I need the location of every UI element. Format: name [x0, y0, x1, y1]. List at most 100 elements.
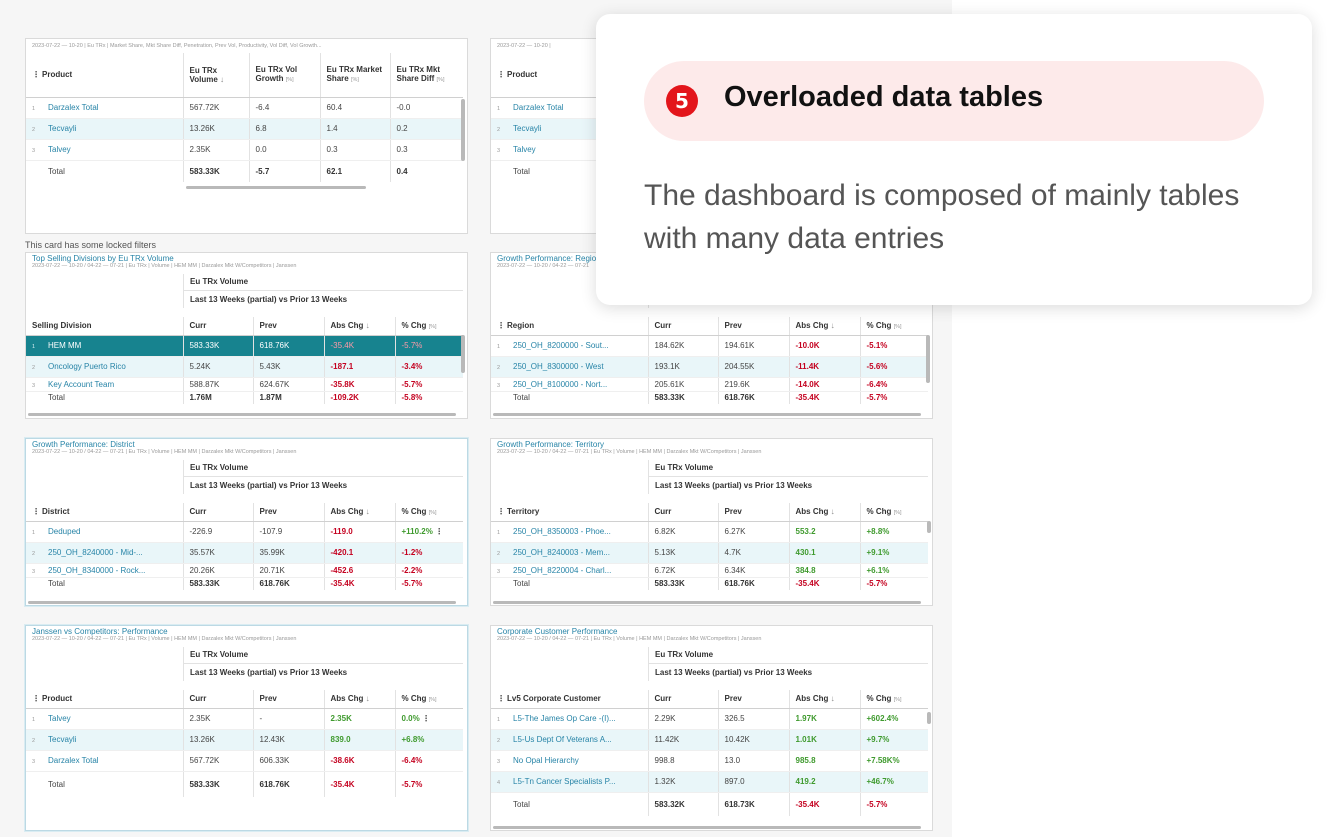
table-row[interactable]: 3 250_OH_8100000 - Nort... 205.61K 219.6K -1… [491, 377, 928, 392]
card-title[interactable]: Corporate Customer Performance [497, 627, 618, 636]
callout-number-badge: 5 [666, 85, 698, 117]
table-row-selected[interactable]: 1 HEM MM 583.33K 618.76K -35.4K -5.7% [26, 335, 463, 357]
col-header-dimension[interactable]: ⋮ District [26, 503, 183, 522]
sort-desc-icon[interactable]: ↓ [365, 321, 370, 331]
col-header-prev[interactable]: Prev [252, 317, 324, 336]
table-row[interactable]: 4 L5-Tn Cancer Specialists P... 1.32K 897.0… [491, 771, 928, 793]
card-meta: 2023-07-22 — 10-20 / 04-22 — 07-21 | Eu … [32, 636, 297, 642]
vertical-scrollbar[interactable] [927, 712, 931, 724]
sort-desc-icon[interactable]: ↓ [220, 74, 225, 84]
horizontal-scrollbar[interactable] [493, 601, 921, 604]
column-menu-icon[interactable]: ⋮ [497, 507, 505, 517]
col-header-pct-chg[interactable]: % Chg [%] [394, 503, 463, 522]
table-row[interactable]: 2 250_OH_8240003 - Mem... 5.13K 4.7K 430.1 +9… [491, 542, 928, 564]
col-header-vol-growth[interactable]: Eu TRx Vol Growth [%] [248, 53, 320, 98]
vertical-scrollbar[interactable] [461, 335, 465, 373]
total-row: Total 583.33K 618.76K -35.4K -5.7% [26, 771, 463, 797]
table-row[interactable]: 1 250_OH_8200000 - Sout... 184.62K 194.61K -… [491, 335, 928, 357]
table-row[interactable]: 2 250_OH_8300000 - West 193.1K 204.55K -11.4… [491, 356, 928, 378]
col-header-abs-chg[interactable]: Abs Chg ↓ [323, 503, 395, 522]
row-menu-icon[interactable]: ⋮ [421, 714, 430, 723]
col-header-curr[interactable]: Curr [647, 690, 718, 709]
column-menu-icon[interactable]: ⋮ [497, 321, 505, 331]
col-header-prev[interactable]: Prev [717, 317, 789, 336]
callout-header-pill: 5 Overloaded data tables [644, 61, 1264, 141]
table-row[interactable]: 3 250_OH_8220004 - Charl... 6.72K 6.34K 384.… [491, 563, 928, 578]
col-header-dimension[interactable]: Selling Division [26, 317, 183, 336]
column-menu-icon[interactable]: ⋮ [497, 693, 505, 703]
col-header-prev[interactable]: Prev [252, 690, 324, 709]
table-row[interactable]: 1 L5-The James Op Care -(I)... 2.29K 326.5 1… [491, 708, 928, 730]
col-header-abs-chg[interactable]: Abs Chg ↓ [323, 317, 395, 336]
vertical-scrollbar[interactable] [461, 99, 465, 161]
horizontal-scrollbar[interactable] [493, 826, 921, 829]
col-header-dimension[interactable]: ⋮ Product [26, 690, 183, 709]
col-header-mkt-share-diff[interactable]: Eu TRx Mkt Share Diff [%] [389, 53, 463, 98]
col-header-abs-chg[interactable]: Abs Chg ↓ [788, 690, 860, 709]
col-header-prev[interactable]: Prev [252, 503, 324, 522]
col-header-abs-chg[interactable]: Abs Chg ↓ [788, 503, 860, 522]
col-header-pct-chg[interactable]: % Chg [%] [394, 690, 463, 709]
col-header-curr[interactable]: Curr [647, 503, 718, 522]
horizontal-scrollbar[interactable] [186, 186, 366, 189]
card-title[interactable]: Growth Performance: Region [497, 254, 601, 263]
row-menu-icon[interactable]: ⋮ [435, 527, 444, 536]
table-row[interactable]: 1 Deduped -226.9 -107.9 -119.0 +110.2% ⋮ [26, 521, 463, 543]
sort-desc-icon[interactable]: ↓ [830, 694, 835, 704]
card-title[interactable]: Top Selling Divisions by Eu TRx Volume [32, 254, 174, 263]
table-row[interactable]: 2 L5-Us Dept Of Veterans A... 11.42K 10.42K… [491, 729, 928, 751]
table-row[interactable]: 1 Talvey 2.35K -2.35K 0.0% ⋮ [26, 708, 463, 730]
column-menu-icon[interactable]: ⋮ [497, 70, 505, 80]
col-header-abs-chg[interactable]: Abs Chg ↓ [323, 690, 395, 709]
table-row[interactable]: 3 Talvey 2.35K 0.0 0.3 0.3 [26, 139, 463, 161]
col-header-volume[interactable]: Eu TRx Volume ↓ [182, 53, 249, 98]
card-title[interactable]: Growth Performance: Territory [497, 440, 604, 449]
table-row[interactable]: 2 Tecvayli 13.26K 12.43K 839.0 +6.8% [26, 729, 463, 751]
table-row[interactable]: 2 Tecvayli 13.26K 6.8 1.4 0.2 [26, 118, 463, 140]
table-row[interactable]: 3 Darzalex Total 567.72K 606.33K -38.6K -6.4% [26, 750, 463, 772]
col-header-market-share[interactable]: Eu TRx Market Share [%] [319, 53, 390, 98]
table-row[interactable]: 1 Darzalex Total 567.72K -6.4 60.4 -0.0 [26, 97, 463, 119]
col-header-dimension[interactable]: ⋮ Territory [491, 503, 648, 522]
horizontal-scrollbar[interactable] [28, 413, 456, 416]
col-header-dimension[interactable]: ⋮ Region [491, 317, 648, 336]
col-header-curr[interactable]: Curr [182, 317, 253, 336]
col-header-abs-chg[interactable]: Abs Chg ↓ [788, 317, 860, 336]
vertical-scrollbar[interactable] [926, 335, 930, 383]
horizontal-scrollbar[interactable] [493, 413, 921, 416]
card-title[interactable]: Janssen vs Competitors: Performance [32, 627, 168, 636]
card-meta: 2023-07-22 — 10-20 / 04-22 — 07-21 | Eu … [497, 636, 762, 642]
col-header-product[interactable]: ⋮ Product [26, 53, 183, 98]
total-row: Total 583.33K -5.7 62.1 0.4 [26, 160, 463, 182]
col-header-pct-chg[interactable]: % Chg [%] [859, 317, 928, 336]
col-header-dimension[interactable]: ⋮ Lv5 Corporate Customer [491, 690, 648, 709]
sort-desc-icon[interactable]: ↓ [365, 507, 370, 517]
table-row[interactable]: 3 Key Account Team 588.87K 624.67K -35.8K -5.… [26, 377, 463, 392]
col-header-pct-chg[interactable]: % Chg [%] [394, 317, 463, 336]
vertical-scrollbar[interactable] [927, 521, 931, 533]
sort-desc-icon[interactable]: ↓ [365, 694, 370, 704]
table-row[interactable]: 3 No Opal Hierarchy 998.8 13.0 985.8 +7.58K% [491, 750, 928, 772]
district-card: Growth Performance: District 2023-07-22 … [25, 438, 468, 606]
table-row[interactable]: 1 250_OH_8350003 - Phoe... 6.82K 6.27K 553.2… [491, 521, 928, 543]
table-row[interactable]: 2 250_OH_8240000 - Mid-... 35.57K 35.99K -42… [26, 542, 463, 564]
table-row[interactable]: 2 Oncology Puerto Rico 5.24K 5.43K -187.1 -3.… [26, 356, 463, 378]
column-menu-icon[interactable]: ⋮ [32, 694, 40, 704]
sort-desc-icon[interactable]: ↓ [830, 507, 835, 517]
horizontal-scrollbar[interactable] [28, 601, 456, 604]
card-title[interactable]: Growth Performance: District [32, 440, 135, 449]
col-header-curr[interactable]: Curr [647, 317, 718, 336]
col-header-prev[interactable]: Prev [717, 503, 789, 522]
corporate-table: ⋮ Lv5 Corporate Customer Curr Prev Abs Chg ↓… [491, 690, 928, 816]
locked-filters-note: This card has some locked filters [25, 240, 157, 250]
col-header-pct-chg[interactable]: % Chg [%] [859, 503, 928, 522]
column-menu-icon[interactable]: ⋮ [32, 507, 40, 517]
col-header-prev[interactable]: Prev [717, 690, 789, 709]
table-row[interactable]: 3 250_OH_8340000 - Rock... 20.26K 20.71K -45… [26, 563, 463, 578]
card-meta: 2023-07-22 — 10-20 | Eu TRx | Market Sha… [32, 43, 322, 49]
col-header-pct-chg[interactable]: % Chg [%] [859, 690, 928, 709]
column-menu-icon[interactable]: ⋮ [32, 70, 40, 80]
col-header-curr[interactable]: Curr [182, 503, 253, 522]
sort-desc-icon[interactable]: ↓ [830, 321, 835, 331]
col-header-curr[interactable]: Curr [182, 690, 253, 709]
